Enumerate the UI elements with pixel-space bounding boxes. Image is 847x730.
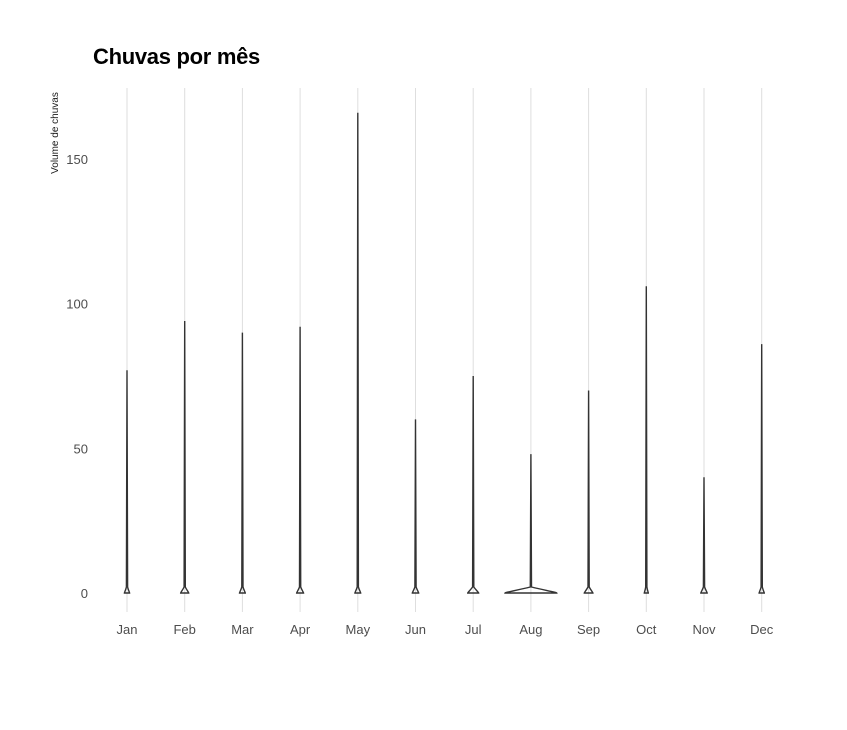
x-tick-label: Mar (231, 622, 254, 637)
y-tick-label: 0 (81, 586, 88, 601)
violin-jul (467, 375, 480, 594)
x-tick-label: Jun (405, 622, 426, 637)
y-axis-label: Volume de chuvas (50, 92, 61, 174)
violin-apr (295, 326, 305, 594)
x-tick-label: Aug (519, 622, 542, 637)
x-axis-ticks: Jan Feb Mar Apr May Jun Jul Aug Sep Oct Nov Dec (117, 622, 774, 637)
y-tick-label: 100 (66, 297, 88, 312)
violin-oct (643, 286, 650, 594)
violin-feb (179, 321, 190, 594)
y-tick-label: 50 (74, 441, 88, 456)
y-tick-label: 150 (66, 152, 88, 167)
violins (123, 112, 765, 594)
violin-aug (504, 454, 558, 594)
chart-title: Chuvas por mês (93, 44, 260, 69)
violin-jun (411, 419, 420, 594)
y-axis-ticks: 0 50 100 150 (66, 152, 88, 601)
x-tick-label: Jan (117, 622, 138, 637)
x-tick-label: Dec (750, 622, 774, 637)
x-tick-label: May (346, 622, 371, 637)
violin-dec (758, 344, 765, 594)
violin-jan (123, 370, 131, 594)
violin-nov (700, 477, 708, 594)
x-tick-label: Sep (577, 622, 600, 637)
x-tick-label: Oct (636, 622, 657, 637)
x-tick-label: Feb (173, 622, 195, 637)
grid-lines (126, 88, 763, 612)
violin-mar (238, 332, 246, 594)
violin-sep (583, 390, 594, 594)
violin-may (354, 112, 362, 594)
x-tick-label: Jul (465, 622, 482, 637)
x-tick-label: Nov (692, 622, 716, 637)
x-tick-label: Apr (290, 622, 311, 637)
